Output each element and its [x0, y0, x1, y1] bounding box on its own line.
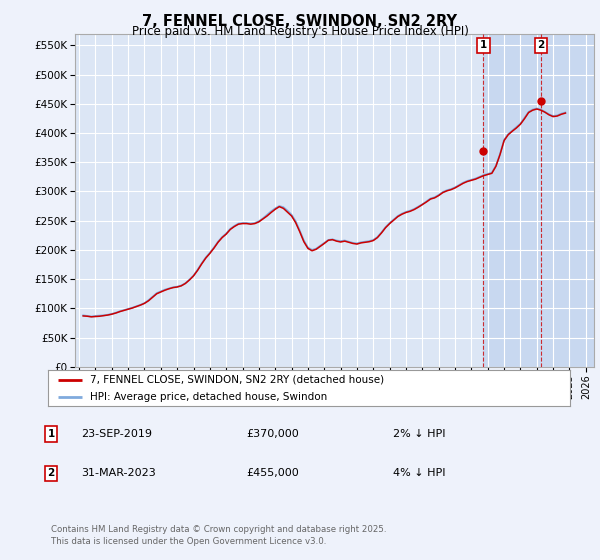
Text: 7, FENNEL CLOSE, SWINDON, SN2 2RY: 7, FENNEL CLOSE, SWINDON, SN2 2RY [143, 14, 458, 29]
Bar [541, 34, 594, 367]
Text: 1: 1 [47, 429, 55, 439]
Text: 23-SEP-2019: 23-SEP-2019 [81, 429, 152, 439]
Text: Price paid vs. HM Land Registry's House Price Index (HPI): Price paid vs. HM Land Registry's House … [131, 25, 469, 38]
Text: 31-MAR-2023: 31-MAR-2023 [81, 468, 156, 478]
Text: 2% ↓ HPI: 2% ↓ HPI [393, 429, 445, 439]
Text: 1: 1 [480, 40, 487, 50]
Bar [484, 34, 594, 367]
Text: £370,000: £370,000 [246, 429, 299, 439]
Text: 2: 2 [47, 468, 55, 478]
Text: Contains HM Land Registry data © Crown copyright and database right 2025.
This d: Contains HM Land Registry data © Crown c… [51, 525, 386, 546]
Text: 4% ↓ HPI: 4% ↓ HPI [393, 468, 445, 478]
Text: 7, FENNEL CLOSE, SWINDON, SN2 2RY (detached house): 7, FENNEL CLOSE, SWINDON, SN2 2RY (detac… [90, 375, 384, 385]
Point [479, 146, 488, 155]
Text: 2: 2 [537, 40, 544, 50]
Text: £455,000: £455,000 [246, 468, 299, 478]
Point [536, 96, 545, 105]
Text: HPI: Average price, detached house, Swindon: HPI: Average price, detached house, Swin… [90, 392, 327, 402]
